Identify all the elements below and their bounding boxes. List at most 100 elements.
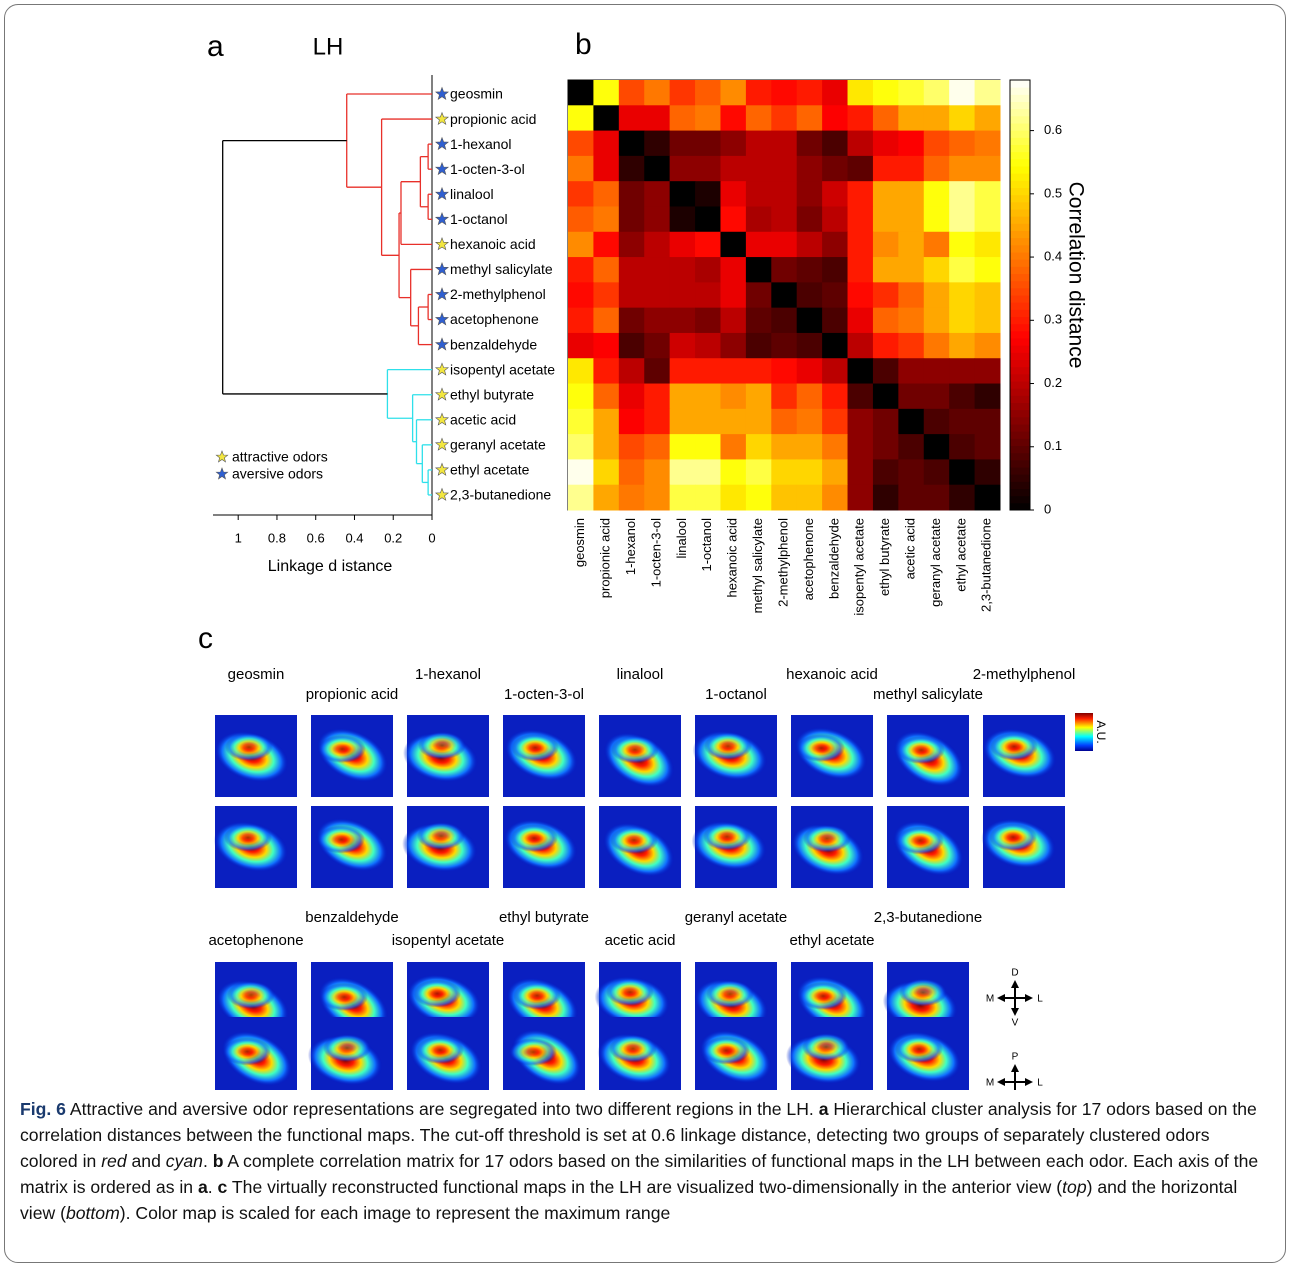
heatmap-cell [720, 307, 747, 334]
heatmap-cell [974, 434, 1001, 460]
map-signal [899, 978, 947, 1007]
map-signal [513, 981, 561, 1010]
leaf-label: acetophenone [450, 311, 539, 327]
map-signal [704, 732, 752, 760]
heatmap-cell [695, 257, 721, 283]
functional-map [311, 806, 393, 888]
x-tick-label: hexanoic acid [725, 518, 740, 598]
colorbar-segment [1010, 151, 1030, 160]
heatmap-cell [923, 181, 950, 207]
colorbar-tick-label: 0.5 [1044, 185, 1062, 200]
functional-map [402, 806, 489, 888]
heatmap-cell [771, 408, 798, 435]
heatmap-cell [771, 358, 798, 385]
heatmap-cell [593, 307, 620, 334]
heatmap-cell [669, 231, 696, 258]
heatmap-cell [644, 257, 671, 283]
heatmap-cell [923, 358, 950, 385]
figure-caption: Fig. 6 Attractive and aversive odor repr… [20, 1096, 1270, 1226]
map-signal [317, 825, 365, 854]
heatmap-cell [771, 434, 798, 460]
map-label: 2-methylphenol [973, 666, 1076, 683]
heatmap-cell [923, 206, 950, 233]
heatmap-cell [923, 257, 950, 283]
heatmap-cell [618, 408, 645, 435]
heatmap-cell [771, 105, 798, 132]
map-label: propionic acid [306, 686, 399, 703]
leaf-label: linalool [450, 186, 494, 202]
leaf-label: geranyl acetate [450, 437, 546, 453]
heatmap-cell [847, 155, 874, 182]
heatmap-cell [593, 155, 620, 182]
heatmap-cell [822, 155, 849, 182]
heatmap-cell [949, 282, 976, 309]
leaf-label: propionic acid [450, 111, 536, 127]
heatmap-cell [745, 231, 772, 258]
map-label: geosmin [228, 666, 285, 683]
heatmap-cell [593, 130, 620, 157]
heatmap-cell [669, 80, 696, 106]
colorbar-segment [1010, 323, 1030, 332]
heatmap-cell [644, 80, 671, 106]
heatmap-cell [822, 257, 849, 283]
colorbar-segment [1010, 366, 1030, 375]
heatmap-cell [618, 231, 645, 258]
heatmap-cell [720, 358, 747, 385]
heatmap-cell [898, 181, 925, 207]
heatmap-cell [974, 307, 1001, 334]
colorbar-segment [1010, 115, 1030, 124]
functional-map [791, 806, 873, 888]
heatmap-cell [847, 332, 874, 359]
heatmap-cell [898, 434, 925, 460]
heatmap-cell [669, 434, 696, 460]
colorbar-segment [1010, 345, 1030, 353]
map-signal [606, 978, 654, 1006]
functional-map [887, 1017, 969, 1090]
heatmap-cell [847, 257, 874, 283]
heatmap-cell [872, 332, 899, 359]
heatmap-cell [644, 434, 671, 460]
heatmap-cell [872, 130, 899, 157]
colorbar-segment [1010, 280, 1030, 289]
x-tick-label: acetic acid [902, 518, 917, 579]
colorbar-segment [1010, 259, 1030, 267]
heatmap-cell [568, 130, 594, 157]
map-colorbar-label: A.U. [1094, 720, 1108, 743]
colorbar-segment [1010, 309, 1030, 317]
heatmap-cell [822, 383, 849, 410]
heatmap-cell [644, 332, 671, 359]
heatmap-cell [974, 282, 1001, 309]
heatmap-cell [796, 307, 823, 334]
heatmap-cell [771, 307, 798, 334]
map-signal [797, 734, 845, 762]
x-tick-label: 2,3-butanedione [979, 518, 994, 612]
star-marker [215, 467, 229, 480]
star-marker [434, 362, 450, 376]
chart-title: LH [313, 33, 344, 60]
heatmap-cell [669, 484, 696, 511]
x-tick-label: 0.6 [307, 530, 325, 545]
heatmap-cell [568, 434, 594, 460]
heatmap-cell [644, 231, 671, 258]
map-signal [224, 823, 272, 852]
colorbar-segment [1010, 87, 1030, 95]
heatmap-cell [720, 130, 747, 157]
heatmap-cell [745, 408, 772, 435]
heatmap-cell [644, 181, 671, 207]
heatmap-cell [923, 282, 950, 309]
star-marker [215, 450, 229, 463]
heatmap-cell [822, 332, 849, 359]
heatmap-cell [720, 434, 747, 460]
heatmap-cell [669, 282, 696, 309]
heatmap-cell [822, 206, 849, 233]
heatmap-cell [695, 358, 721, 385]
leaf-label: 2-methylphenol [450, 286, 546, 302]
x-tick-label: geranyl acetate [928, 518, 943, 607]
map-signal [702, 1036, 750, 1065]
heatmap-cell [872, 257, 899, 283]
heatmap-cell [796, 206, 823, 233]
colorbar-segment [1010, 452, 1030, 461]
star-marker [434, 337, 450, 351]
heatmap-cell [593, 181, 620, 207]
heatmap-cell [618, 459, 645, 486]
